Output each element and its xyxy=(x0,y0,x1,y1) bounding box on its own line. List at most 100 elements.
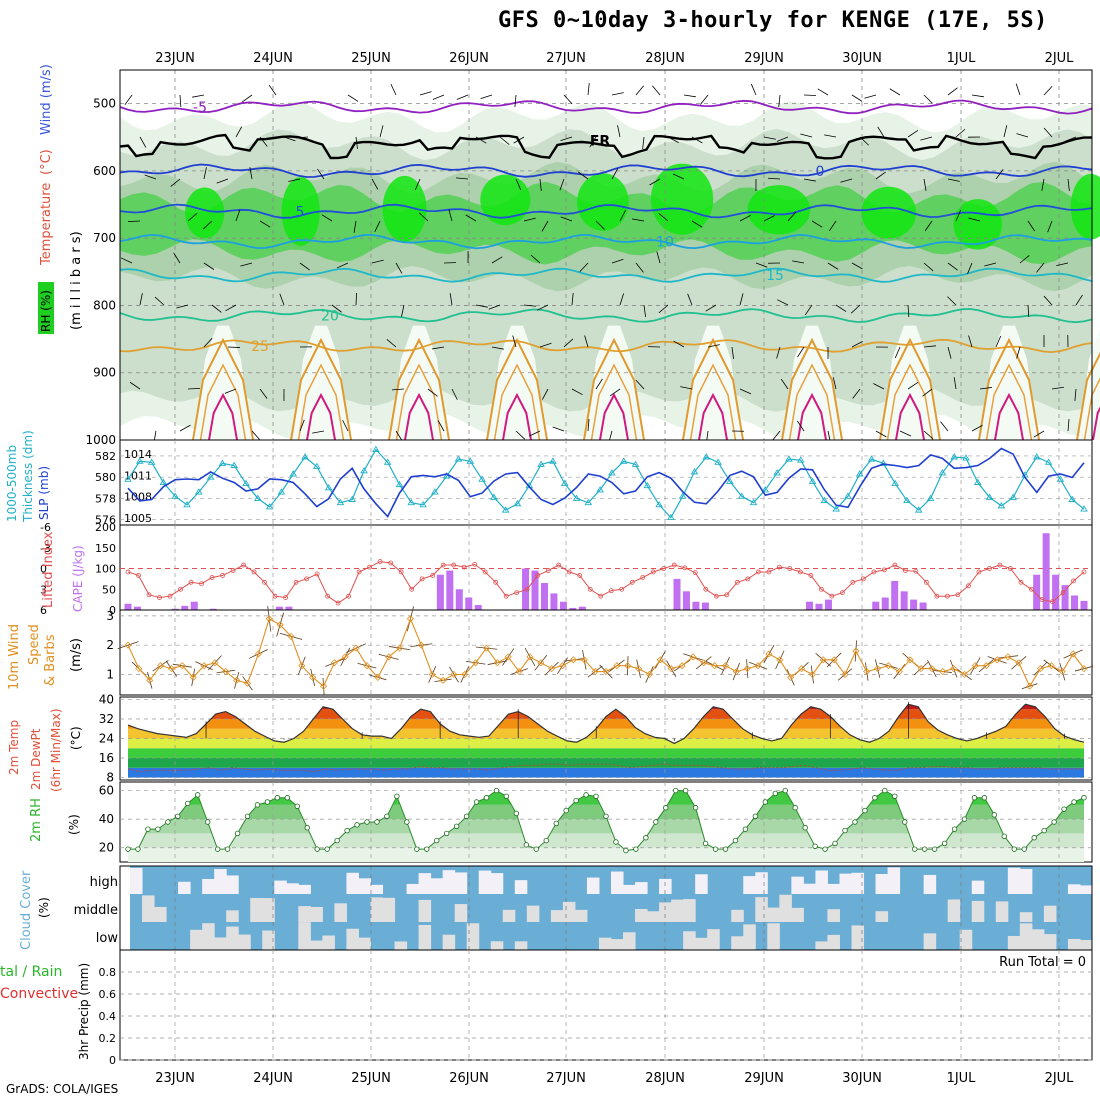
cloud-cell xyxy=(419,873,432,894)
date-tick-top: 25JUN xyxy=(351,51,391,66)
precip-tick: 0.8 xyxy=(99,966,117,979)
cloud-row-label: low xyxy=(96,931,119,946)
rh-marker xyxy=(265,800,270,805)
cloud-cell xyxy=(1080,940,1093,950)
cloud-cell xyxy=(214,869,227,894)
rh-marker xyxy=(1002,834,1007,839)
rh-marker xyxy=(833,841,838,846)
cape-bar xyxy=(901,591,908,610)
cloud-cell xyxy=(743,924,756,950)
cloud-cell xyxy=(888,867,901,894)
cloud-cell xyxy=(1044,906,1057,922)
ylabel-wind10m: 10m Wind xyxy=(7,624,22,690)
cloud-cell xyxy=(767,908,780,922)
ylabel-cape: CAPE (J/kg) xyxy=(71,545,85,612)
rh-marker xyxy=(175,814,180,819)
rh-marker xyxy=(235,831,240,836)
cloud-cell xyxy=(310,941,323,950)
cloud-cell xyxy=(635,909,648,922)
ylabel-temperature: Temperature xyxy=(39,183,54,266)
rh-marker xyxy=(763,800,768,805)
date-tick-bottom: 23JUN xyxy=(155,1071,195,1086)
rh-marker xyxy=(1072,800,1077,805)
cloud-cell xyxy=(671,900,684,922)
rh-marker xyxy=(883,788,888,793)
cloud-cell xyxy=(130,868,143,894)
thickness-tick: 580 xyxy=(95,471,116,484)
cape-bar xyxy=(465,598,472,610)
date-tick-bottom: 26JUN xyxy=(449,1071,489,1086)
rh-color-band xyxy=(120,848,1092,862)
rh-marker xyxy=(424,847,429,852)
cloud-cell xyxy=(924,933,937,950)
rh-marker xyxy=(464,814,469,819)
rh-marker xyxy=(474,800,479,805)
rh-marker xyxy=(1022,847,1027,852)
rh-marker xyxy=(275,795,280,800)
cloud-cell xyxy=(587,878,600,894)
date-tick-top: 28JUN xyxy=(645,51,685,66)
cloud-cell xyxy=(803,884,816,894)
date-tick-bottom: 30JUN xyxy=(842,1071,882,1086)
temp-color-band xyxy=(120,748,1092,758)
wind-barb xyxy=(804,95,816,96)
rh-tick: 60 xyxy=(99,784,114,798)
cloud-cell xyxy=(358,878,371,894)
cloud-cell xyxy=(443,935,456,950)
ylabel-wind10m: & Barbs xyxy=(43,634,58,686)
rh-marker xyxy=(733,838,738,843)
cape-bar xyxy=(456,589,463,610)
pressure-tick: 700 xyxy=(93,231,116,245)
cloud-cell xyxy=(214,937,227,950)
wind-tick: 3 xyxy=(106,609,114,623)
cloud-cell xyxy=(358,938,371,950)
cloud-cell xyxy=(322,936,335,950)
cloud-cell xyxy=(659,879,672,894)
precip-tick: 0 xyxy=(109,1054,116,1067)
cloud-cell xyxy=(142,895,155,922)
rh-marker xyxy=(574,798,579,803)
rh-marker xyxy=(962,817,967,822)
rh-marker xyxy=(156,827,161,832)
ylabel-cloud-unit: (%) xyxy=(37,897,51,918)
cloud-row-label: high xyxy=(90,875,118,890)
cape-bar xyxy=(920,603,927,610)
cloud-cell xyxy=(683,899,696,922)
cape-bar xyxy=(815,604,822,610)
cloud-cell xyxy=(743,876,756,894)
cloud-cell xyxy=(647,911,660,922)
pressure-tick: 1000 xyxy=(85,433,116,447)
cloud-cell xyxy=(791,877,804,894)
rh-marker xyxy=(912,847,917,852)
rh-marker xyxy=(195,793,200,798)
rh-marker xyxy=(225,847,230,852)
temp-color-band xyxy=(120,739,1092,749)
date-tick-top: 30JUN xyxy=(842,51,882,66)
rh-marker xyxy=(922,847,927,852)
rh-marker xyxy=(1052,820,1057,825)
cape-bar xyxy=(825,600,832,610)
cloud-cell xyxy=(503,910,516,922)
rh-marker xyxy=(753,814,758,819)
cloud-cell xyxy=(407,884,420,894)
rh-marker xyxy=(693,805,698,810)
rh-marker xyxy=(663,805,668,810)
rh-tick: 40 xyxy=(99,812,114,826)
cape-tick: 150 xyxy=(95,542,116,555)
isotherm-label: 25 xyxy=(251,339,269,355)
cloud-cell xyxy=(924,875,937,894)
rh-marker xyxy=(315,847,320,852)
rh-marker xyxy=(942,841,947,846)
cloud-cell xyxy=(274,881,287,894)
cloud-cell xyxy=(298,922,311,950)
credit-text: GrADS: COLA/IGES xyxy=(6,1082,118,1096)
rh-high-blob xyxy=(383,176,427,242)
cloud-cell xyxy=(419,900,432,922)
rh-marker xyxy=(952,827,957,832)
rh-marker xyxy=(1032,835,1037,840)
cape-bar xyxy=(683,591,690,610)
cape-tick: 100 xyxy=(95,563,116,576)
rh-marker xyxy=(355,823,360,828)
ylabel-precip-convective: Convective xyxy=(0,986,78,1002)
rh-marker xyxy=(902,820,907,825)
